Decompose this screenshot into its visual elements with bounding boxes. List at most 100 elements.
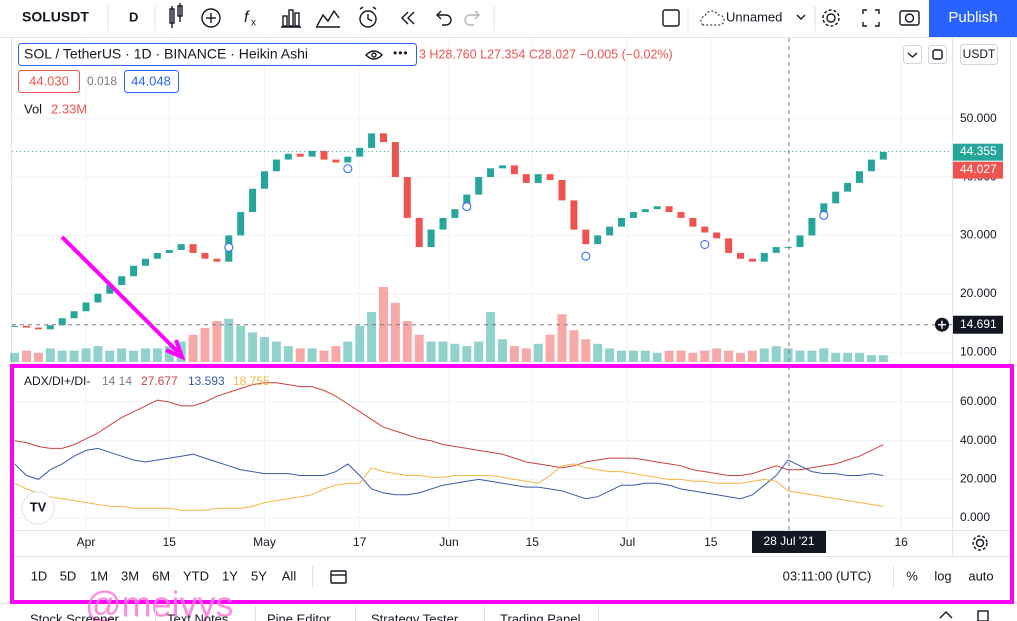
volume-bar (343, 341, 353, 362)
candle (403, 177, 411, 218)
collapse-icon (939, 611, 953, 619)
range-button[interactable]: YTD (183, 568, 209, 583)
range-button[interactable]: 6M (152, 568, 170, 583)
candle (391, 142, 399, 178)
compare-icon[interactable] (316, 9, 340, 28)
publish-label: Publish (948, 9, 997, 26)
indicator-value: 13.593 (188, 374, 225, 388)
event-marker (581, 251, 591, 261)
range-button[interactable]: 1D (31, 568, 48, 583)
range-button[interactable]: 3M (121, 568, 139, 583)
undo-icon[interactable] (436, 10, 452, 26)
fx-icon[interactable]: f (244, 9, 250, 26)
buy-box[interactable] (124, 70, 179, 93)
candle (725, 238, 733, 253)
time-settings-icon[interactable] (972, 535, 988, 551)
svg-text:TV: TV (30, 499, 47, 514)
snapshot-icon[interactable] (899, 10, 920, 26)
replay-icon[interactable] (401, 11, 415, 25)
candle (737, 252, 744, 259)
scale-option[interactable]: % (906, 568, 918, 583)
volume-bar (319, 350, 329, 362)
eye-icon[interactable] (365, 50, 383, 60)
scale-option[interactable]: auto (968, 568, 993, 583)
tab[interactable]: Text Notes (167, 611, 229, 621)
alert-icon[interactable] (359, 6, 377, 28)
maximize-button[interactable] (928, 45, 947, 64)
volume-bar (712, 348, 722, 362)
candle (844, 182, 852, 192)
more-icon[interactable]: ••• (393, 46, 409, 60)
range-button[interactable]: 1Y (222, 568, 238, 583)
chart-type-icon[interactable] (169, 3, 183, 28)
date-range-icon[interactable] (330, 570, 347, 584)
volume-bar (69, 350, 79, 362)
legend-box[interactable] (18, 43, 417, 66)
annotation-arrowhead (165, 339, 186, 361)
volume-bar (462, 346, 472, 362)
redo-icon[interactable] (464, 10, 480, 26)
settings-icon[interactable] (822, 9, 840, 27)
currency-box[interactable] (960, 44, 998, 65)
candle (546, 174, 554, 180)
y-tick-label: 30.000 (960, 228, 997, 242)
candle (760, 252, 768, 262)
tab[interactable]: Trading Panel (500, 611, 581, 621)
interval[interactable]: D (129, 9, 138, 24)
candle (606, 226, 614, 236)
candle (94, 293, 102, 303)
templates-icon[interactable] (281, 9, 301, 28)
volume-bar (438, 341, 448, 362)
tab[interactable]: Strategy Tester (371, 611, 459, 621)
candle (82, 302, 90, 312)
volume-bar (117, 348, 127, 362)
candle (558, 180, 566, 201)
event-marker (462, 202, 472, 212)
layout-name[interactable]: Unnamed (726, 9, 782, 24)
indicator-line (14, 382, 884, 476)
marks (10, 133, 952, 511)
sell-box[interactable] (18, 70, 80, 93)
scale-option[interactable]: log (934, 568, 951, 583)
volume-bar (57, 350, 67, 362)
volume-bar (474, 341, 484, 362)
volume-bar (486, 312, 496, 362)
candle (189, 244, 197, 253)
y-tick-label: 40.000 (960, 433, 997, 447)
annotation-box (10, 364, 1014, 604)
price-tag (953, 143, 1003, 161)
range-button[interactable]: All (282, 568, 297, 583)
fullscreen-icon[interactable] (862, 9, 880, 27)
candle (856, 171, 863, 183)
tab[interactable]: Pine Editor (267, 611, 331, 621)
candle (46, 325, 54, 330)
volume-bar (747, 350, 757, 362)
layout-icon[interactable] (662, 9, 680, 27)
volume-bar (759, 348, 769, 362)
indicator-value: 18.755 (233, 374, 270, 388)
chevron[interactable] (796, 14, 806, 20)
fx-icon-sub: x (251, 18, 256, 29)
volume-bar (724, 350, 734, 362)
candle (34, 327, 42, 330)
indicators-icon[interactable] (201, 8, 221, 28)
spread: 0.018 (87, 74, 117, 88)
symbol[interactable]: SOLUSDT (22, 9, 89, 25)
volume-bar (390, 302, 400, 362)
x-tick-label: Apr (77, 535, 96, 549)
range-button[interactable]: 1M (90, 568, 108, 583)
candle (499, 165, 506, 169)
price-tag-label: 44.355 (960, 144, 997, 158)
candle (106, 285, 114, 294)
publish-button[interactable] (929, 0, 1017, 37)
range-button[interactable]: 5Y (251, 568, 267, 583)
tab[interactable]: Stock Screener (30, 611, 120, 621)
scroll-button[interactable] (903, 45, 922, 64)
event-marker (819, 210, 829, 220)
x-tick-label: 15 (704, 535, 718, 549)
candle (867, 159, 875, 172)
crosshair-price: 14.691 (960, 317, 997, 331)
volume-bar (700, 350, 710, 362)
range-button[interactable]: 5D (60, 568, 77, 583)
